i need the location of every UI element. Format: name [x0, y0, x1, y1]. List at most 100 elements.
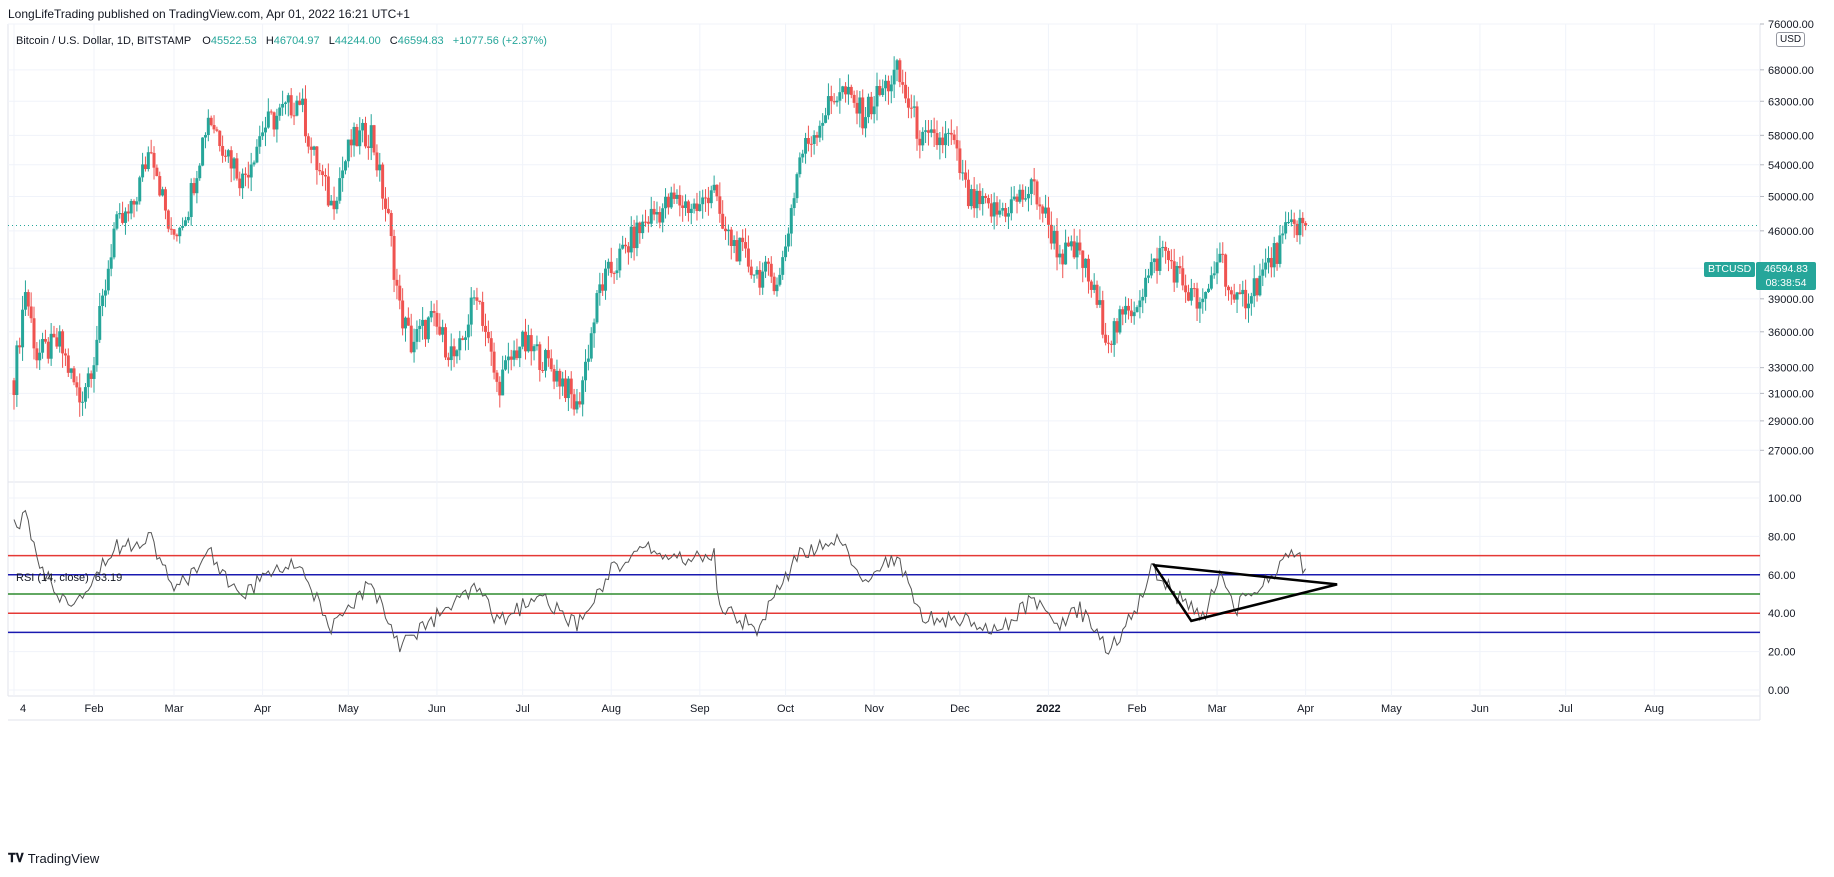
- price-tick-label: 58000.00: [1768, 130, 1814, 142]
- candle-body: [369, 125, 373, 148]
- triangle-drawing[interactable]: [1151, 563, 1338, 623]
- candle-body: [46, 341, 50, 359]
- candle-body: [29, 306, 33, 319]
- tradingview-logo-icon[interactable]: 𝐓𝐕: [8, 851, 24, 865]
- candle-body: [403, 317, 407, 329]
- candle-body: [1304, 223, 1308, 226]
- low-label: L: [328, 35, 335, 47]
- candle-body: [278, 107, 282, 116]
- candle-body: [1049, 224, 1053, 244]
- candle-body: [452, 346, 456, 357]
- candle-body: [649, 208, 653, 224]
- candle-body: [1046, 207, 1050, 225]
- candle-body: [1175, 265, 1179, 283]
- candle-body: [1281, 233, 1285, 236]
- candle-body: [1238, 292, 1242, 295]
- rsi-tick-label: 0.00: [1768, 685, 1789, 697]
- candle-body: [886, 80, 890, 92]
- candle-body: [1161, 246, 1165, 249]
- candle-body: [1189, 288, 1193, 301]
- candle-body: [323, 175, 327, 177]
- candle-body: [609, 261, 613, 274]
- bar-countdown: 08:38:54: [1765, 277, 1807, 289]
- candle-body: [986, 197, 990, 204]
- last-price: 46594.83: [1764, 263, 1808, 275]
- candle-body: [1098, 300, 1102, 305]
- candle-body: [301, 98, 305, 105]
- candle-body: [1301, 217, 1305, 224]
- candle-body: [864, 117, 868, 129]
- candle-body: [146, 152, 150, 170]
- candle-body: [226, 150, 230, 157]
- candle-body: [198, 165, 202, 179]
- candle-body: [561, 378, 565, 387]
- candle-body: [564, 378, 568, 399]
- candle-body: [786, 233, 790, 247]
- candle-body: [615, 270, 619, 274]
- candle-body: [1166, 250, 1170, 261]
- candle-body: [366, 146, 370, 148]
- candle-body: [63, 353, 67, 356]
- candle-body: [629, 226, 633, 253]
- candle-body: [1081, 250, 1085, 268]
- candle-body: [289, 95, 293, 116]
- candle-body: [955, 140, 959, 149]
- candle-body: [358, 130, 362, 147]
- candle-body: [592, 322, 596, 334]
- candle-body: [1226, 286, 1230, 291]
- x-tick-label: Apr: [254, 703, 271, 715]
- candle-body: [1158, 248, 1162, 271]
- candle-body: [252, 162, 256, 165]
- high-value: 46704.97: [273, 35, 320, 47]
- candle-body: [223, 155, 227, 157]
- x-tick-label: Feb: [85, 703, 104, 715]
- candle-body: [1112, 321, 1116, 345]
- candle-body: [875, 86, 879, 107]
- candle-body: [861, 97, 865, 129]
- rsi-legend: RSI (14, close) 63.19: [16, 572, 122, 584]
- candle-body: [992, 202, 996, 217]
- candle-body: [361, 122, 365, 131]
- price-tick-label: 36000.00: [1768, 327, 1814, 339]
- candle-body: [129, 200, 133, 214]
- currency-badge[interactable]: USD: [1776, 32, 1806, 47]
- candle-body: [141, 164, 145, 178]
- price-tick-label: 31000.00: [1768, 388, 1814, 400]
- candle-body: [1038, 204, 1042, 207]
- x-tick-label: Jun: [1471, 703, 1489, 715]
- candle-body: [606, 261, 610, 269]
- price-tick-label: 50000.00: [1768, 191, 1814, 203]
- candle-body: [163, 189, 167, 211]
- candle-body: [72, 368, 76, 383]
- price-tick-label: 68000.00: [1768, 65, 1814, 77]
- candle-body: [824, 115, 828, 123]
- candle-body: [312, 146, 316, 150]
- rsi-tick-label: 20.00: [1768, 647, 1796, 659]
- candle-body: [295, 100, 299, 116]
- candle-body: [558, 370, 562, 387]
- candle-body: [924, 130, 928, 132]
- rsi-tick-label: 80.00: [1768, 531, 1796, 543]
- candle-body: [1001, 208, 1005, 211]
- candle-body: [281, 103, 285, 108]
- candle-body: [352, 126, 356, 146]
- price-tick-label: 46000.00: [1768, 226, 1814, 238]
- footer-brand[interactable]: TradingView: [27, 851, 100, 866]
- candle-body: [572, 394, 576, 410]
- candle-body: [969, 189, 973, 207]
- candle-body: [101, 295, 105, 307]
- candle-body: [1084, 258, 1088, 268]
- candle-body: [852, 94, 856, 103]
- candle-body: [441, 327, 445, 335]
- candle-body: [729, 229, 733, 246]
- candle-body: [272, 112, 276, 130]
- candle-body: [812, 135, 816, 144]
- candle-body: [49, 333, 53, 359]
- candle-body: [1121, 309, 1125, 315]
- candle-body: [1289, 219, 1293, 223]
- candle-body: [809, 143, 813, 145]
- candle-body: [155, 167, 159, 177]
- candle-body: [249, 164, 253, 178]
